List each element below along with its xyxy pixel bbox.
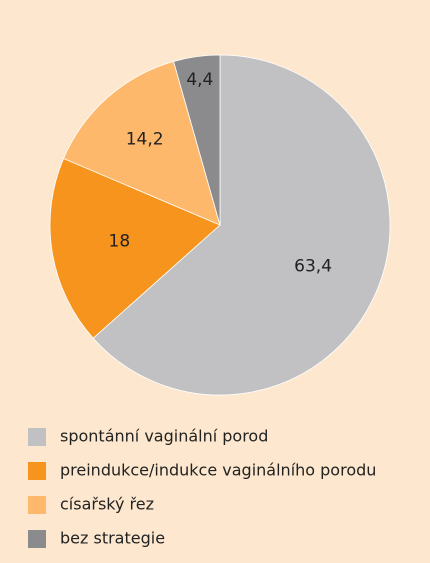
- pie-slice: [92, 54, 391, 396]
- legend-label: spontánní vaginální porod: [60, 427, 268, 446]
- data-label: 18: [109, 232, 131, 252]
- legend-swatch: [28, 462, 46, 480]
- legend-swatch: [28, 428, 46, 446]
- pie-slice: [63, 60, 221, 226]
- pie-slice: [49, 157, 221, 339]
- legend-swatch: [28, 496, 46, 514]
- data-label: 14,2: [126, 130, 164, 150]
- data-label: 63,4: [294, 257, 332, 277]
- legend-label: císařský řez: [60, 495, 154, 514]
- legend-swatch: [28, 530, 46, 548]
- legend-label: bez strategie: [60, 529, 165, 548]
- data-label: 4,4: [186, 70, 213, 90]
- pie-slice: [173, 54, 221, 226]
- legend-label: preindukce/indukce vaginálního porodu: [60, 461, 376, 480]
